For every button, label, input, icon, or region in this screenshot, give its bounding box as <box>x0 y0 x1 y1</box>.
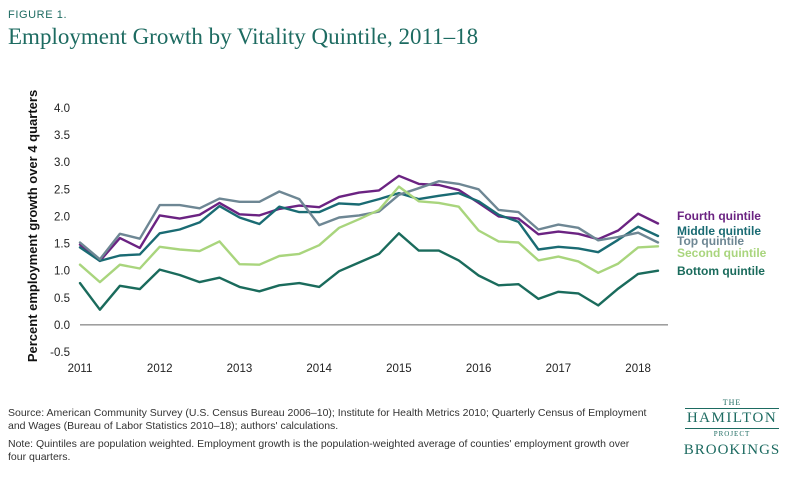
y-tick-label: 3.0 <box>54 157 70 169</box>
y-tick-label: 1.0 <box>54 266 70 278</box>
y-tick-label: 0.0 <box>54 320 70 332</box>
chart-title: Employment Growth by Vitality Quintile, … <box>8 24 479 49</box>
x-axis: 2011 2012 2013 2014 2015 2016 2017 2018 <box>68 363 651 375</box>
y-tick-label: 0.5 <box>54 293 70 305</box>
methodology-note: Note: Quintiles are population weighted.… <box>8 438 630 463</box>
series-label-top-quintile: Top quintile <box>677 234 744 248</box>
x-tick-label: 2018 <box>625 363 651 375</box>
x-tick-label: 2017 <box>546 363 572 375</box>
series-label-bottom-quintile: Bottom quintile <box>677 264 765 278</box>
x-tick-label: 2012 <box>147 363 173 375</box>
series-line-second-quintile <box>78 185 660 284</box>
logo-brookings: BROOKINGS <box>683 442 781 458</box>
figure-label: FIGURE 1. <box>8 9 68 21</box>
source-note: Source: American Community Survey (U.S. … <box>8 407 647 432</box>
x-tick-label: 2015 <box>386 363 412 375</box>
y-tick-label: -0.5 <box>50 347 70 359</box>
logo-the: THE <box>722 398 742 407</box>
x-tick-label: 2016 <box>466 363 492 375</box>
logo-project: PROJECT <box>713 430 751 438</box>
x-tick-label: 2011 <box>68 363 93 375</box>
x-tick-label: 2013 <box>227 363 253 375</box>
y-tick-label: 2.5 <box>54 184 70 196</box>
y-axis-label: Percent employment growth over 4 quarter… <box>25 90 40 362</box>
series-line-bottom-quintile <box>78 232 660 311</box>
series-label-second-quintile: Second quintile <box>677 246 767 260</box>
hamilton-project-logo: THE HAMILTON PROJECT BROOKINGS <box>672 398 792 459</box>
series-line-fourth-quintile <box>78 174 660 263</box>
y-tick-label: 3.5 <box>54 130 70 142</box>
series-label-middle-quintile: Middle quintile <box>677 224 761 238</box>
logo-name: HAMILTON <box>684 408 780 429</box>
y-axis: 4.0 3.5 3.0 2.5 2.0 1.5 1.0 0.5 0.0 -0.5 <box>50 103 668 359</box>
y-tick-label: 4.0 <box>54 103 70 115</box>
y-tick-label: 2.0 <box>54 211 70 223</box>
y-tick-label: 1.5 <box>54 239 70 251</box>
series-lines <box>78 174 660 311</box>
series-label-fourth-quintile: Fourth quintile <box>677 209 761 223</box>
line-chart: 4.0 3.5 3.0 2.5 2.0 1.5 1.0 0.5 0.0 -0.5 2011 2012… <box>25 90 767 375</box>
x-tick-label: 2014 <box>306 363 332 375</box>
series-line-middle-quintile <box>78 191 660 263</box>
